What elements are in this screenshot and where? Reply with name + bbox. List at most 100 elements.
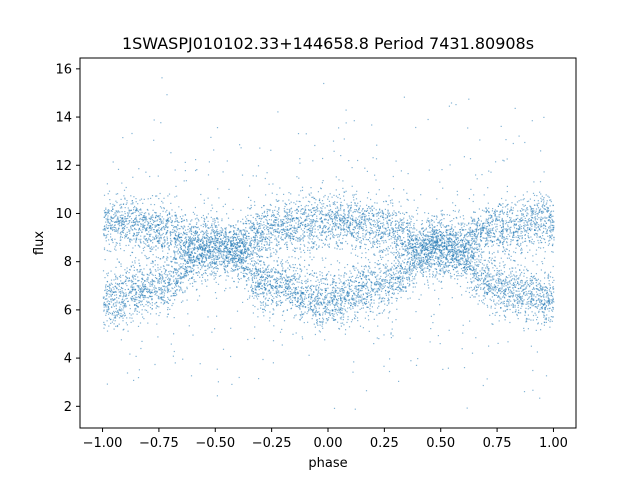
- data-point: [351, 167, 353, 169]
- data-point: [127, 207, 129, 209]
- data-point: [240, 239, 242, 241]
- data-point: [179, 240, 181, 242]
- data-point: [366, 170, 368, 172]
- data-point: [360, 240, 362, 242]
- data-point: [525, 240, 527, 242]
- data-point: [372, 205, 374, 207]
- data-point: [492, 227, 495, 229]
- data-point: [261, 224, 263, 226]
- data-point: [263, 205, 265, 207]
- data-point: [442, 275, 444, 278]
- data-point: [182, 228, 184, 230]
- data-point: [387, 235, 389, 238]
- data-point: [480, 231, 482, 233]
- data-point: [356, 232, 358, 234]
- data-point: [303, 213, 305, 215]
- data-point: [522, 199, 524, 201]
- data-point: [383, 233, 385, 235]
- data-point: [398, 201, 400, 203]
- data-point: [399, 212, 401, 215]
- data-point: [524, 224, 526, 226]
- data-point: [334, 204, 336, 206]
- data-point: [344, 216, 346, 218]
- data-point: [253, 240, 256, 242]
- data-point: [311, 231, 313, 233]
- data-point: [398, 235, 400, 237]
- data-point: [399, 220, 402, 222]
- data-point: [282, 222, 284, 224]
- data-point: [373, 207, 375, 209]
- data-point: [235, 250, 237, 252]
- data-point: [446, 255, 448, 257]
- data-point: [189, 236, 191, 238]
- data-point: [413, 231, 415, 233]
- data-point: [546, 231, 548, 233]
- data-point: [424, 246, 426, 248]
- data-point: [464, 242, 467, 244]
- data-point: [475, 243, 477, 246]
- data-point: [312, 214, 315, 216]
- data-point: [526, 223, 528, 225]
- data-point: [194, 231, 196, 233]
- data-point: [357, 218, 359, 220]
- data-point: [549, 199, 551, 201]
- data-point: [412, 249, 414, 251]
- data-point: [159, 206, 162, 208]
- data-point: [173, 237, 176, 239]
- data-point: [531, 217, 533, 219]
- data-point: [411, 237, 413, 240]
- data-point: [531, 225, 533, 227]
- data-point: [291, 243, 293, 245]
- data-point: [518, 245, 520, 247]
- data-point: [346, 219, 348, 221]
- data-point: [377, 211, 380, 213]
- data-point: [466, 250, 468, 252]
- data-point: [165, 258, 168, 260]
- data-point: [382, 222, 384, 224]
- data-point: [229, 241, 231, 243]
- data-point: [136, 232, 138, 234]
- data-point: [534, 234, 536, 236]
- data-point: [526, 214, 528, 216]
- data-point: [266, 242, 268, 244]
- data-point: [192, 239, 194, 241]
- data-point: [274, 206, 277, 208]
- data-point: [392, 231, 394, 233]
- data-point: [471, 252, 473, 254]
- data-point: [501, 210, 503, 212]
- data-point: [542, 210, 544, 212]
- data-point: [387, 216, 389, 218]
- data-point: [502, 228, 504, 231]
- data-point: [492, 232, 495, 234]
- data-point: [426, 279, 429, 281]
- data-point: [135, 209, 137, 212]
- data-point: [541, 212, 543, 214]
- data-point: [353, 229, 355, 231]
- data-point: [145, 220, 147, 222]
- data-point: [182, 256, 184, 258]
- data-point: [464, 248, 466, 250]
- data-point: [488, 273, 490, 275]
- data-point: [250, 204, 252, 206]
- data-point: [308, 242, 310, 244]
- data-point: [107, 219, 109, 221]
- data-point: [210, 252, 212, 254]
- data-point: [214, 328, 216, 330]
- data-point: [251, 226, 253, 228]
- data-point: [206, 254, 208, 256]
- data-point: [506, 205, 508, 207]
- data-point: [367, 218, 369, 220]
- data-point: [242, 218, 244, 220]
- data-point: [328, 246, 330, 248]
- data-point: [165, 226, 167, 228]
- data-point: [340, 206, 342, 208]
- data-point: [352, 235, 355, 237]
- data-point: [501, 236, 503, 238]
- data-point: [359, 205, 361, 207]
- data-point: [410, 234, 412, 236]
- data-point: [248, 238, 250, 240]
- data-point: [235, 224, 237, 226]
- data-point: [427, 220, 429, 222]
- data-point: [462, 254, 464, 256]
- data-point: [387, 210, 389, 212]
